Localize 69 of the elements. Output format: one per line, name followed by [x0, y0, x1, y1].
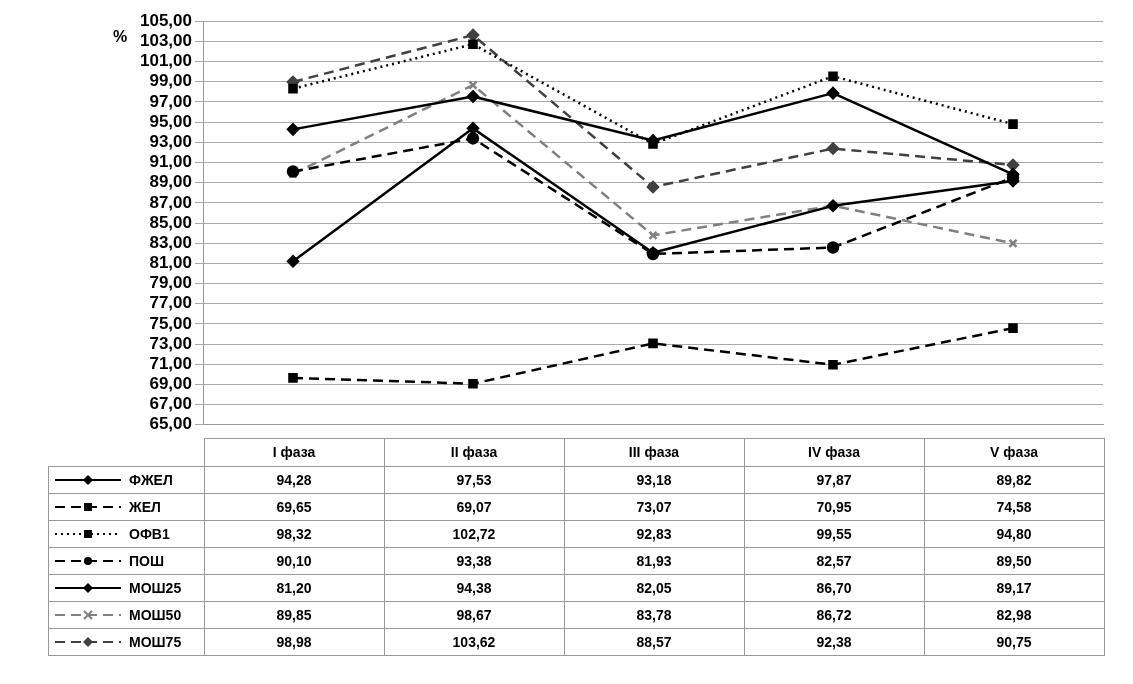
- legend-label: ФЖЕЛ: [129, 471, 173, 488]
- y-tick-label: 101,00: [140, 51, 192, 71]
- y-tick-label: 97,00: [149, 91, 192, 111]
- data-label: 81,93: [564, 547, 744, 574]
- data-label: 98,67: [384, 601, 564, 628]
- x-tick-label: I фаза: [204, 438, 384, 466]
- legend-label: ОФВ1: [129, 525, 170, 542]
- data-label: 90,10: [204, 547, 384, 574]
- y-tick-label: 103,00: [140, 31, 192, 51]
- y-axis-title: %: [113, 28, 128, 46]
- data-label: 94,38: [384, 574, 564, 601]
- data-label: 69,65: [204, 493, 384, 520]
- data-label: 92,83: [564, 520, 744, 547]
- data-label: 69,07: [384, 493, 564, 520]
- data-label: 70,95: [744, 493, 924, 520]
- y-tick-label: 83,00: [149, 232, 192, 252]
- data-label: 86,70: [744, 574, 924, 601]
- data-label: 93,18: [564, 466, 744, 493]
- data-label: 74,58: [924, 493, 1104, 520]
- data-label: 102,72: [384, 520, 564, 547]
- y-tick-label: 81,00: [149, 253, 192, 273]
- data-label: 89,82: [924, 466, 1104, 493]
- data-label: 86,72: [744, 601, 924, 628]
- data-label: 93,38: [384, 547, 564, 574]
- data-label: 92,38: [744, 628, 924, 655]
- legend-label: МОШ50: [129, 606, 182, 623]
- data-label: 103,62: [384, 628, 564, 655]
- data-label: 97,87: [744, 466, 924, 493]
- y-tick-label: 93,00: [149, 131, 192, 151]
- y-tick-label: 99,00: [149, 71, 192, 91]
- y-tick-label: 69,00: [149, 374, 192, 394]
- data-label: 89,50: [924, 547, 1104, 574]
- y-tick-label: 87,00: [149, 192, 192, 212]
- legend-label: МОШ75: [129, 633, 182, 650]
- data-label: 89,85: [204, 601, 384, 628]
- data-label: 94,28: [204, 466, 384, 493]
- x-tick-label: II фаза: [384, 438, 564, 466]
- y-tick-label: 71,00: [149, 353, 192, 373]
- y-tick-label: 65,00: [149, 414, 192, 434]
- y-tick-label: 91,00: [149, 152, 192, 172]
- data-label: 94,80: [924, 520, 1104, 547]
- data-label: 89,17: [924, 574, 1104, 601]
- data-label: 73,07: [564, 493, 744, 520]
- y-tick-label: 89,00: [149, 172, 192, 192]
- data-label: 98,32: [204, 520, 384, 547]
- y-tick-label: 77,00: [149, 293, 192, 313]
- x-tick-label: III фаза: [564, 438, 744, 466]
- y-tick-label: 95,00: [149, 111, 192, 131]
- data-label: 99,55: [744, 520, 924, 547]
- legend-label: МОШ25: [129, 579, 182, 596]
- data-label: 81,20: [204, 574, 384, 601]
- data-label: 98,98: [204, 628, 384, 655]
- y-tick-label: 105,00: [140, 10, 192, 30]
- data-label: 82,98: [924, 601, 1104, 628]
- data-label: 82,57: [744, 547, 924, 574]
- legend-label: ПОШ: [129, 552, 165, 569]
- y-tick-label: 67,00: [149, 394, 192, 414]
- data-label: 82,05: [564, 574, 744, 601]
- data-label: 97,53: [384, 466, 564, 493]
- y-tick-label: 85,00: [149, 212, 192, 232]
- y-tick-label: 79,00: [149, 273, 192, 293]
- x-tick-label: V фаза: [924, 438, 1104, 466]
- y-tick-label: 75,00: [149, 313, 192, 333]
- x-tick-label: IV фаза: [744, 438, 924, 466]
- data-label: 90,75: [924, 628, 1104, 655]
- legend-label: ЖЕЛ: [129, 498, 161, 515]
- data-label: 88,57: [564, 628, 744, 655]
- data-label: 83,78: [564, 601, 744, 628]
- y-tick-label: 73,00: [149, 333, 192, 353]
